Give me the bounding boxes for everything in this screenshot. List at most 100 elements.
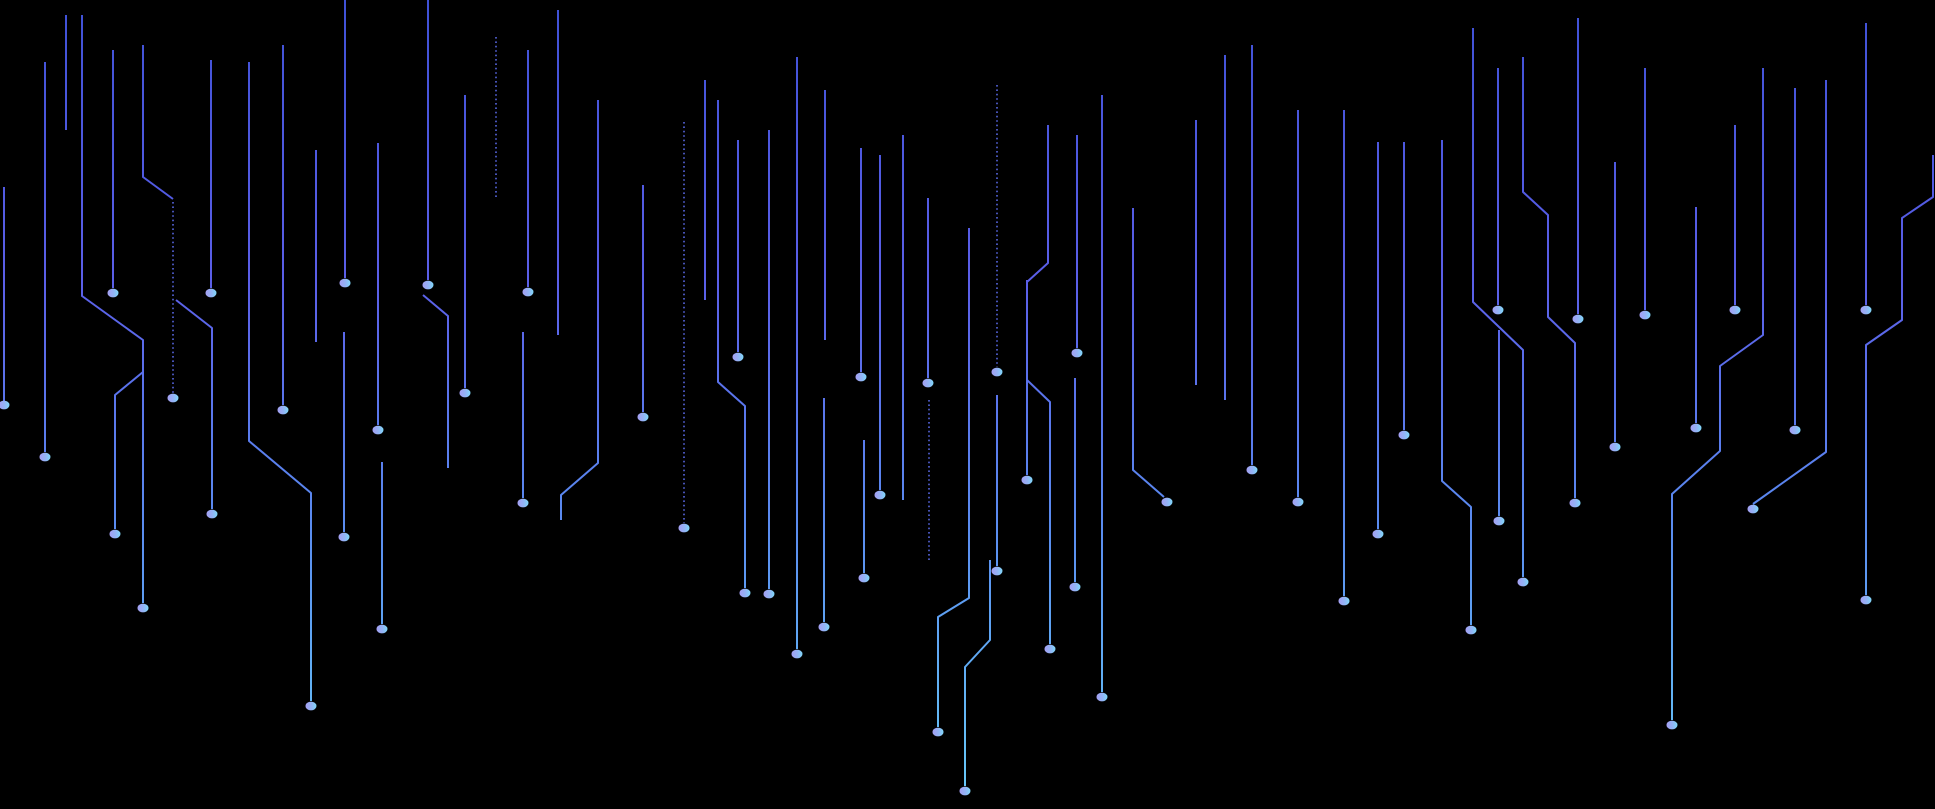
trace-path — [1671, 68, 1764, 720]
circuit-line — [1492, 68, 1504, 315]
trace-path — [422, 294, 449, 468]
circuit-line — [1572, 18, 1584, 324]
endpoint-dot — [922, 378, 934, 388]
circuit-line — [1609, 162, 1621, 452]
circuit-line — [376, 462, 388, 634]
circuit-line — [732, 140, 744, 362]
endpoint-dot — [1465, 625, 1477, 635]
circuit-line — [107, 50, 119, 298]
endpoint-dot — [874, 490, 886, 500]
circuit-line — [1292, 110, 1304, 507]
endpoint-dot — [959, 786, 971, 796]
circuit-line — [1246, 45, 1258, 475]
circuit-line — [763, 130, 775, 599]
endpoint-dot — [1690, 423, 1702, 433]
endpoint-dot — [1666, 720, 1678, 730]
circuit-line — [1441, 140, 1477, 635]
endpoint-dot — [205, 288, 217, 298]
endpoint-dot — [1569, 498, 1581, 508]
circuit-line — [1860, 23, 1872, 315]
circuit-line — [922, 198, 934, 388]
trace-path — [81, 15, 144, 603]
endpoint-dot — [339, 278, 351, 288]
circuit-line — [248, 62, 317, 711]
trace-path — [1441, 140, 1472, 625]
endpoint-dot — [1639, 310, 1651, 320]
endpoint-dot — [0, 400, 10, 410]
circuit-line — [959, 560, 991, 796]
endpoint-dot — [1747, 504, 1759, 514]
circuit-line — [932, 228, 970, 737]
endpoint-dot — [1609, 442, 1621, 452]
circuit-line — [1729, 125, 1741, 315]
endpoint-dot — [858, 573, 870, 583]
circuit-line — [818, 398, 830, 632]
circuit-line — [991, 395, 1003, 576]
endpoint-dot — [1789, 425, 1801, 435]
endpoint-dot — [1161, 497, 1173, 507]
circuit-line — [1338, 110, 1350, 606]
circuit-line — [717, 100, 751, 598]
trace-path — [1752, 80, 1827, 505]
circuit-line — [1690, 207, 1702, 433]
circuit-line — [1639, 68, 1651, 320]
circuit-line — [167, 202, 179, 403]
circuit-line — [991, 85, 1003, 377]
circuit-line — [459, 95, 471, 398]
circuit-line — [339, 0, 351, 288]
endpoint-dot — [1572, 314, 1584, 324]
circuit-line — [1096, 95, 1108, 702]
endpoint-dot — [763, 589, 775, 599]
trace-path — [142, 45, 174, 200]
circuit-line — [874, 155, 886, 500]
circuit-line — [517, 332, 529, 508]
endpoint-dot — [855, 372, 867, 382]
endpoint-dot — [1071, 348, 1083, 358]
endpoint-dot — [1493, 516, 1505, 526]
trace-path — [1472, 28, 1524, 577]
endpoint-dot — [991, 367, 1003, 377]
endpoint-dot — [338, 532, 350, 542]
trace-path — [1026, 125, 1051, 644]
circuit-line — [1860, 155, 1934, 605]
circuit-line — [858, 440, 870, 583]
endpoint-dot — [1729, 305, 1741, 315]
trace-path — [114, 371, 144, 529]
trace-path — [560, 100, 599, 520]
endpoint-dot — [1372, 529, 1384, 539]
trace-path — [717, 100, 746, 588]
circuit-line — [422, 294, 449, 468]
endpoint-dot — [305, 701, 317, 711]
endpoint-dot — [1492, 305, 1504, 315]
endpoint-dot — [167, 393, 179, 403]
circuit-line — [1666, 68, 1764, 730]
circuit-line — [1472, 28, 1529, 587]
circuit-line — [175, 299, 218, 519]
circuit-line — [522, 50, 534, 297]
endpoint-dot — [1044, 644, 1056, 654]
trace-path — [1522, 57, 1576, 498]
trace-path — [964, 560, 991, 786]
circuit-line — [277, 45, 289, 415]
endpoint-dot — [1398, 430, 1410, 440]
endpoint-dot — [107, 288, 119, 298]
circuit-line — [205, 60, 217, 298]
endpoint-dot — [137, 603, 149, 613]
endpoint-dot — [109, 529, 121, 539]
trace-path — [175, 299, 213, 509]
circuit-line — [1789, 88, 1801, 435]
endpoint-dot — [739, 588, 751, 598]
endpoint-dot — [522, 287, 534, 297]
trace-path — [937, 228, 970, 727]
circuit-line — [142, 45, 174, 200]
endpoint-dot — [732, 352, 744, 362]
circuit-line — [1132, 208, 1173, 507]
circuit-line — [1493, 330, 1505, 526]
endpoint-dot — [376, 624, 388, 634]
endpoint-dot — [459, 388, 471, 398]
endpoint-dot — [1096, 692, 1108, 702]
circuit-line — [422, 0, 434, 290]
endpoint-dot — [637, 412, 649, 422]
endpoint-dot — [206, 509, 218, 519]
